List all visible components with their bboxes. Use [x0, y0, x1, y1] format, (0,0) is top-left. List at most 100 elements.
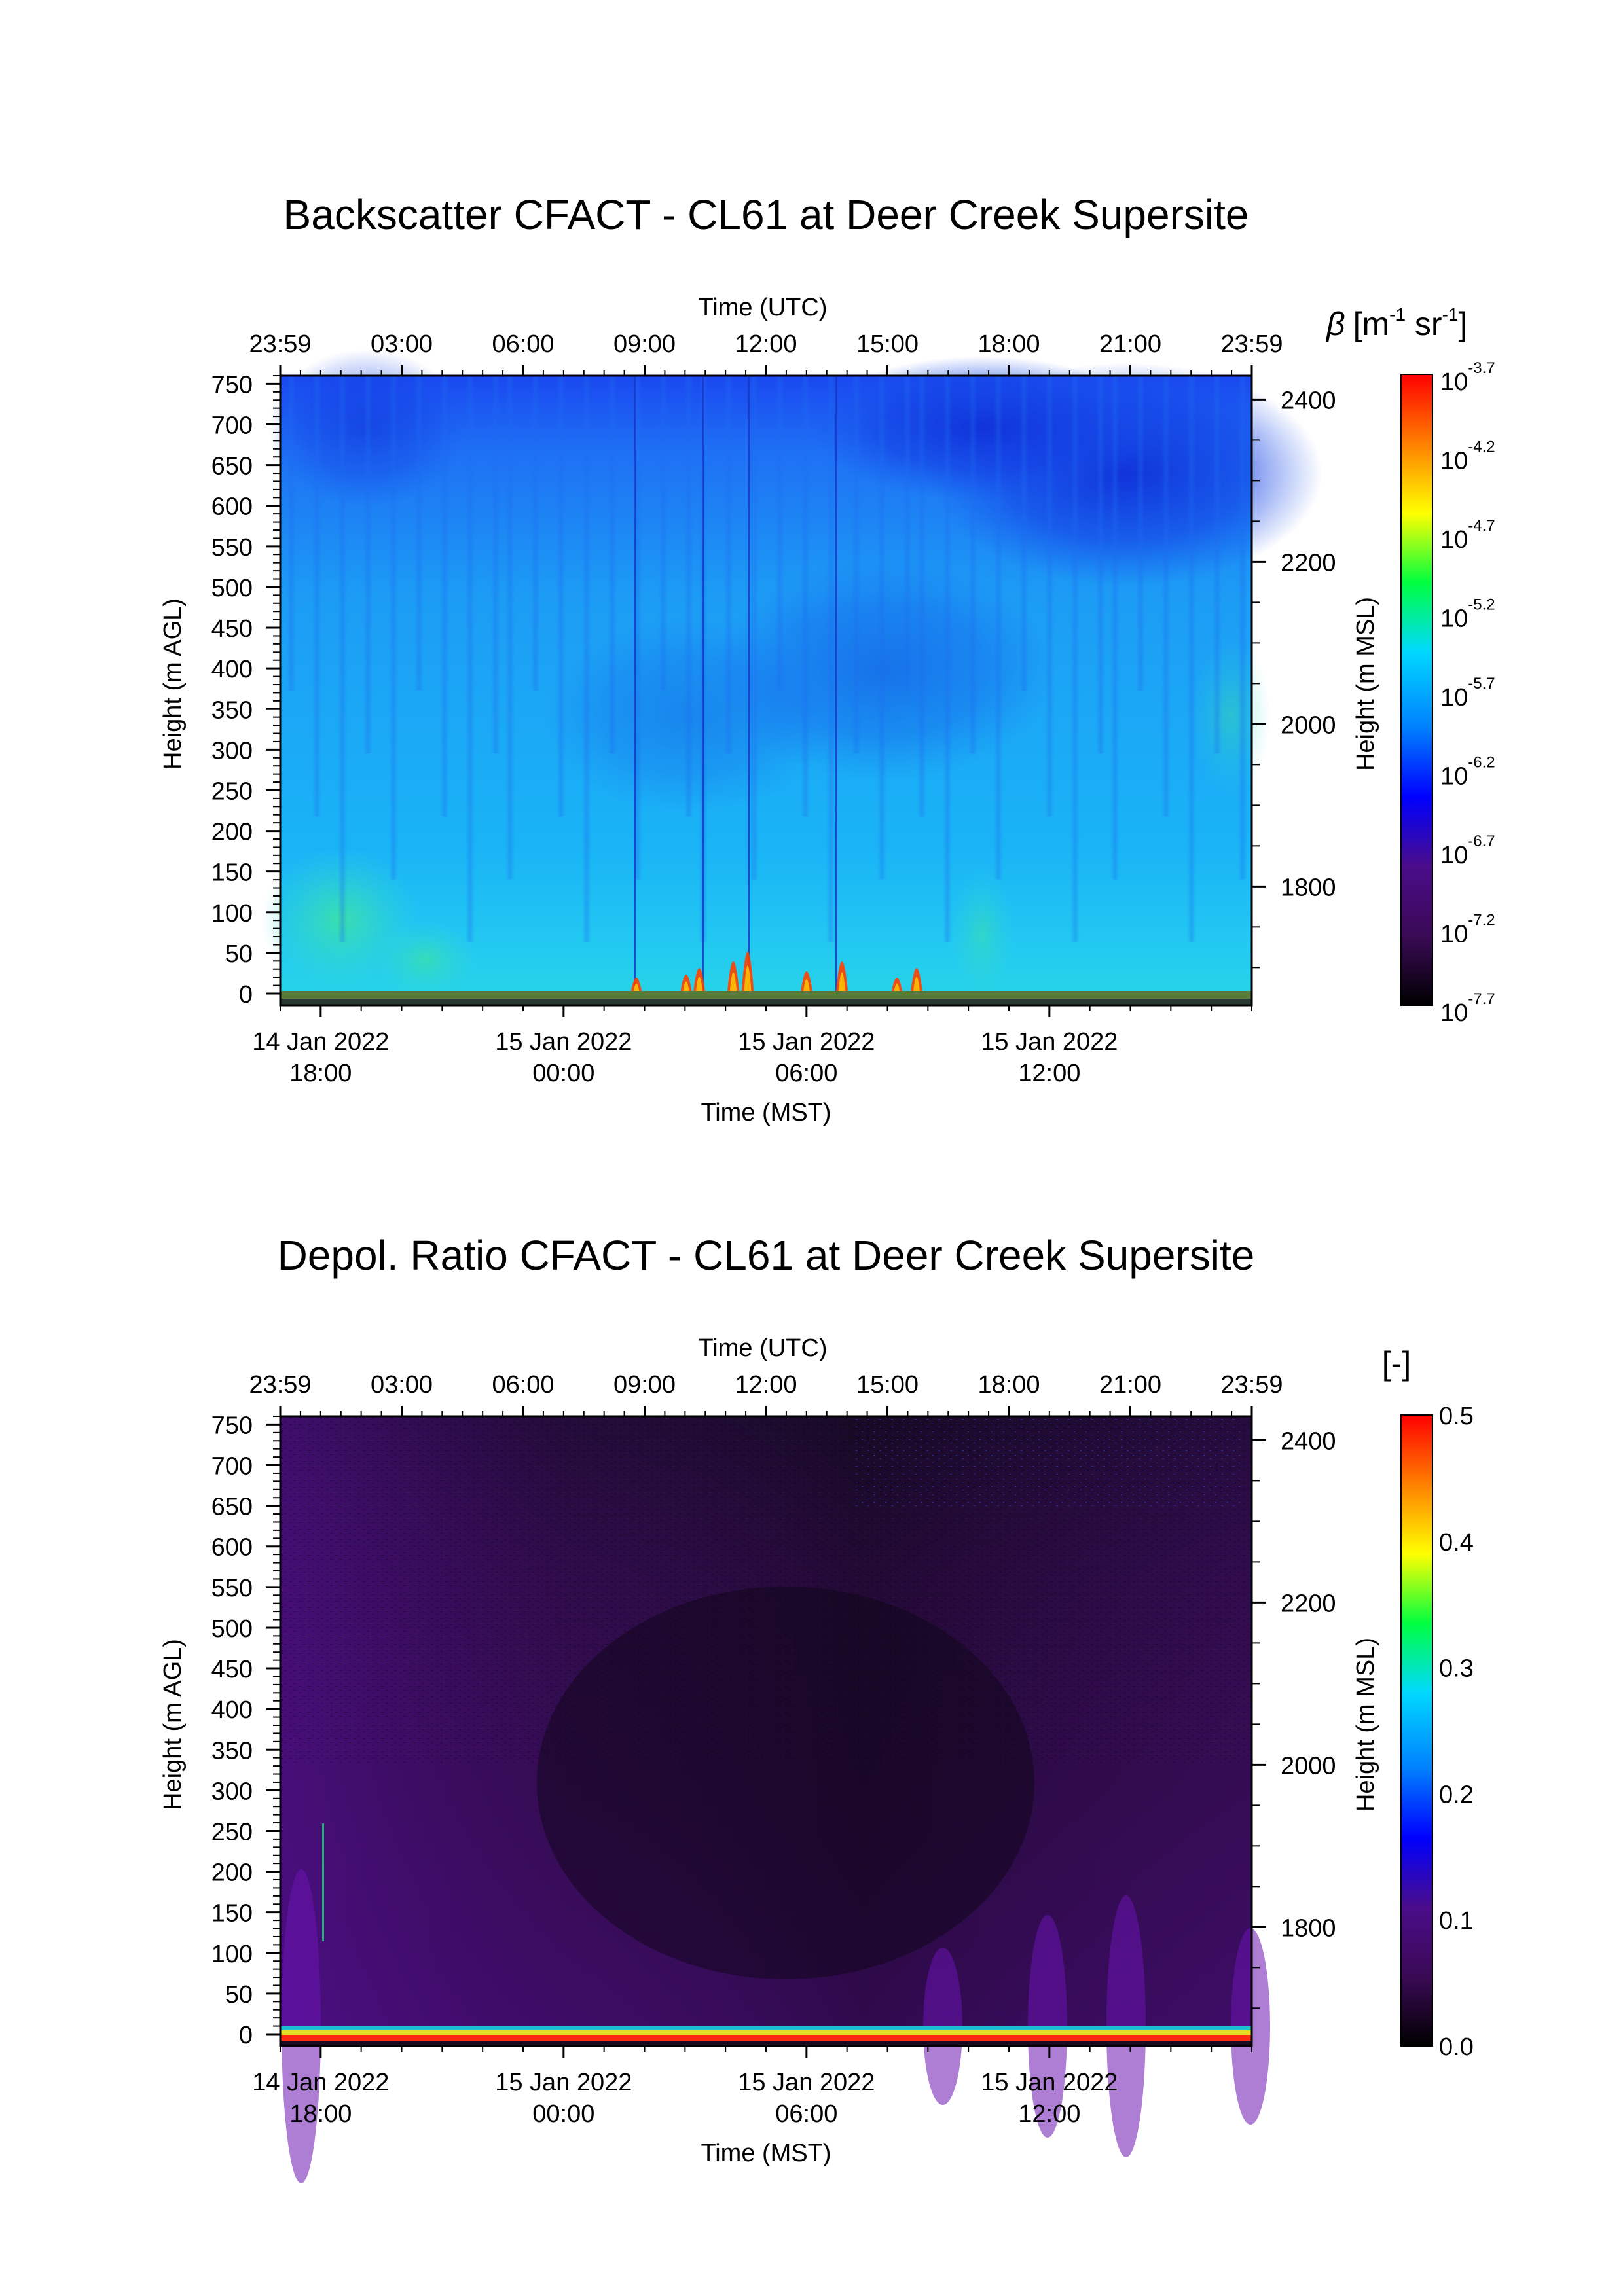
heatmap-field	[280, 1416, 1270, 2183]
y-left-tick-label: 700	[211, 412, 253, 440]
x-top-tick-label: 23:59	[1220, 331, 1283, 358]
x-bottom-tick-time: 12:00	[1018, 2100, 1080, 2128]
colorbar-tick-label: 10-5.2	[1440, 596, 1495, 633]
colorbar-label: β [m-1 sr-1]	[1325, 304, 1467, 342]
y-left-tick-label: 500	[211, 575, 253, 602]
x-bottom-tick-time: 18:00	[289, 2100, 352, 2128]
x-top-tick-label: 12:00	[735, 1371, 797, 1399]
y-left-tick-label: 100	[211, 900, 253, 927]
y-left-tick-label: 700	[211, 1453, 253, 1480]
y-left-tick-label: 450	[211, 1656, 253, 1683]
y-left-tick-label: 600	[211, 1534, 253, 1562]
y-left-tick-label: 550	[211, 1575, 253, 1602]
x-top-tick-label: 18:00	[977, 331, 1040, 358]
x-bottom-tick-time: 12:00	[1018, 1060, 1080, 1087]
colorbar-tick-label: 0.5	[1439, 1403, 1474, 1430]
y-right-tick-label: 2400	[1281, 1427, 1336, 1455]
y-left-tick-label: 150	[211, 859, 253, 887]
y-right-tick-label: 2000	[1281, 711, 1336, 739]
x-bottom-tick-date: 14 Jan 2022	[252, 1028, 389, 1056]
x-bottom-tick-date: 15 Jan 2022	[981, 2069, 1118, 2096]
x-bottom-tick-time: 00:00	[532, 1060, 594, 1087]
y-left-tick-label: 0	[239, 2022, 253, 2049]
colorbar-tick-label: 10-7.7	[1440, 990, 1495, 1027]
colorbar-tick-label: 0.3	[1439, 1655, 1474, 1683]
colorbar-tick-label: 10-5.7	[1440, 675, 1495, 711]
y-right-tick-label: 2400	[1281, 387, 1336, 414]
y-left-tick-label: 0	[239, 981, 253, 1009]
y-left-tick-label: 350	[211, 1737, 253, 1765]
x-top-tick-label: 23:59	[1220, 1371, 1283, 1399]
y-left-tick-label: 550	[211, 534, 253, 562]
y-left-tick-label: 250	[211, 1818, 253, 1846]
y-left-tick-label: 300	[211, 1778, 253, 1805]
x-top-tick-label: 21:00	[1099, 1371, 1161, 1399]
x-bottom-tick-date: 14 Jan 2022	[252, 2069, 389, 2096]
colorbar-tick-label: 10-3.7	[1440, 359, 1495, 396]
y-left-tick-label: 350	[211, 696, 253, 724]
x-bottom-tick-date: 15 Jan 2022	[738, 1028, 875, 1056]
x-bottom-tick-date: 15 Jan 2022	[738, 2069, 875, 2096]
chart-panel-1: Backscatter CFACT - CL61 at Deer Creek S…	[159, 191, 1495, 1126]
y-left-tick-label: 650	[211, 453, 253, 480]
x-top-tick-label: 06:00	[492, 1371, 554, 1399]
x-top-tick-label: 18:00	[977, 1371, 1040, 1399]
x-axis-label-top: Time (UTC)	[699, 1335, 828, 1362]
x-top-tick-label: 09:00	[613, 1371, 676, 1399]
colorbar	[1400, 1414, 1433, 2047]
x-bottom-tick-date: 15 Jan 2022	[495, 1028, 632, 1056]
x-top-tick-label: 06:00	[492, 331, 554, 358]
y-left-tick-label: 750	[211, 371, 253, 399]
y-left-tick-label: 150	[211, 1900, 253, 1928]
heatmap-field	[262, 350, 1322, 1005]
x-top-tick-label: 23:59	[249, 331, 311, 358]
colorbar-label: [-]	[1382, 1345, 1411, 1382]
x-top-tick-label: 15:00	[856, 331, 919, 358]
chart-title: Depol. Ratio CFACT - CL61 at Deer Creek …	[278, 1232, 1255, 1279]
y-left-tick-label: 750	[211, 1412, 253, 1439]
x-top-tick-label: 09:00	[613, 331, 676, 358]
y-right-tick-label: 1800	[1281, 874, 1336, 901]
x-top-tick-label: 23:59	[249, 1371, 311, 1399]
y-right-tick-label: 2200	[1281, 549, 1336, 577]
x-bottom-tick-date: 15 Jan 2022	[495, 2069, 632, 2096]
x-axis-label-top: Time (UTC)	[699, 294, 828, 321]
y-left-tick-label: 300	[211, 737, 253, 764]
x-bottom-tick-time: 06:00	[775, 1060, 837, 1087]
x-top-tick-label: 03:00	[371, 331, 433, 358]
y-right-tick-label: 2200	[1281, 1590, 1336, 1617]
y-axis-label-right: Height (m MSL)	[1352, 597, 1379, 771]
x-bottom-tick-time: 06:00	[775, 2100, 837, 2128]
y-axis-label-left: Height (m AGL)	[159, 1639, 187, 1810]
x-top-tick-label: 15:00	[856, 1371, 919, 1399]
y-left-tick-label: 200	[211, 819, 253, 846]
colorbar-tick-label: 10-7.2	[1440, 912, 1495, 948]
x-top-tick-label: 21:00	[1099, 331, 1161, 358]
y-left-tick-label: 400	[211, 656, 253, 683]
y-left-tick-label: 50	[225, 941, 253, 968]
x-top-tick-label: 03:00	[371, 1371, 433, 1399]
x-bottom-tick-time: 18:00	[289, 1060, 352, 1087]
y-left-tick-label: 100	[211, 1941, 253, 1968]
colorbar-tick-label: 0.2	[1439, 1781, 1474, 1808]
colorbar	[1400, 374, 1433, 1006]
y-axis-label-left: Height (m AGL)	[159, 598, 187, 770]
x-bottom-tick-time: 00:00	[532, 2100, 594, 2128]
colorbar-tick-label: 10-4.2	[1440, 439, 1495, 475]
y-left-tick-label: 50	[225, 1981, 253, 2009]
y-left-tick-label: 250	[211, 778, 253, 805]
y-left-tick-label: 600	[211, 493, 253, 521]
colorbar-tick-label: 10-4.7	[1440, 517, 1495, 554]
colorbar-tick-label: 0.0	[1439, 2034, 1474, 2061]
chart-panel-2: Depol. Ratio CFACT - CL61 at Deer Creek …	[159, 1232, 1474, 2183]
chart-title: Backscatter CFACT - CL61 at Deer Creek S…	[283, 191, 1249, 238]
y-right-tick-label: 2000	[1281, 1752, 1336, 1780]
colorbar-tick-label: 0.1	[1439, 1907, 1474, 1935]
x-bottom-tick-date: 15 Jan 2022	[981, 1028, 1118, 1056]
y-left-tick-label: 650	[211, 1494, 253, 1521]
x-axis-label-bottom: Time (MST)	[701, 1099, 831, 1126]
x-axis-label-bottom: Time (MST)	[701, 2140, 831, 2167]
y-left-tick-label: 450	[211, 615, 253, 643]
y-left-tick-label: 400	[211, 1696, 253, 1724]
